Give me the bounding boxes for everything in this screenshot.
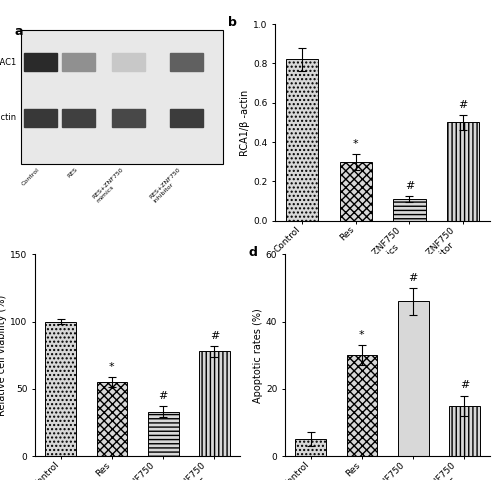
FancyBboxPatch shape <box>21 30 224 164</box>
Text: #: # <box>408 273 418 283</box>
Text: #: # <box>458 100 468 109</box>
Bar <box>24 109 58 127</box>
Text: d: d <box>248 246 257 259</box>
Bar <box>447 122 479 221</box>
Bar <box>199 351 230 456</box>
Text: RES+ZNF750
inhibitor: RES+ZNF750 inhibitor <box>149 167 186 204</box>
Bar <box>449 406 480 456</box>
Text: RES: RES <box>66 167 78 179</box>
Bar <box>24 53 58 71</box>
Y-axis label: RCA1/β -actin: RCA1/β -actin <box>240 89 250 156</box>
Bar <box>398 301 428 456</box>
Bar <box>62 109 94 127</box>
Text: Control: Control <box>21 167 41 187</box>
Text: #: # <box>460 381 469 391</box>
Bar <box>170 53 202 71</box>
Text: #: # <box>404 181 414 191</box>
Text: RES+ZNF750
mimics: RES+ZNF750 mimics <box>92 167 129 204</box>
Bar <box>96 382 127 456</box>
Y-axis label: Apoptotic rates (%): Apoptotic rates (%) <box>253 308 263 403</box>
Text: *: * <box>353 139 358 149</box>
Text: b: b <box>228 16 236 29</box>
Bar <box>393 199 426 221</box>
Bar <box>62 53 94 71</box>
Text: a: a <box>14 25 23 38</box>
Bar <box>340 162 372 221</box>
Bar <box>112 109 146 127</box>
Bar <box>286 60 318 221</box>
Text: RAC1: RAC1 <box>0 58 16 67</box>
Bar <box>295 439 326 456</box>
Text: *: * <box>359 330 364 340</box>
Y-axis label: Relative cell viability (%): Relative cell viability (%) <box>0 295 8 416</box>
Bar <box>170 109 202 127</box>
Bar <box>148 412 178 456</box>
Text: *: * <box>109 361 114 372</box>
Text: #: # <box>158 391 168 401</box>
Text: β-actin: β-actin <box>0 113 16 122</box>
Bar <box>346 355 378 456</box>
Bar <box>45 322 76 456</box>
Text: #: # <box>210 331 219 341</box>
Bar <box>112 53 146 71</box>
